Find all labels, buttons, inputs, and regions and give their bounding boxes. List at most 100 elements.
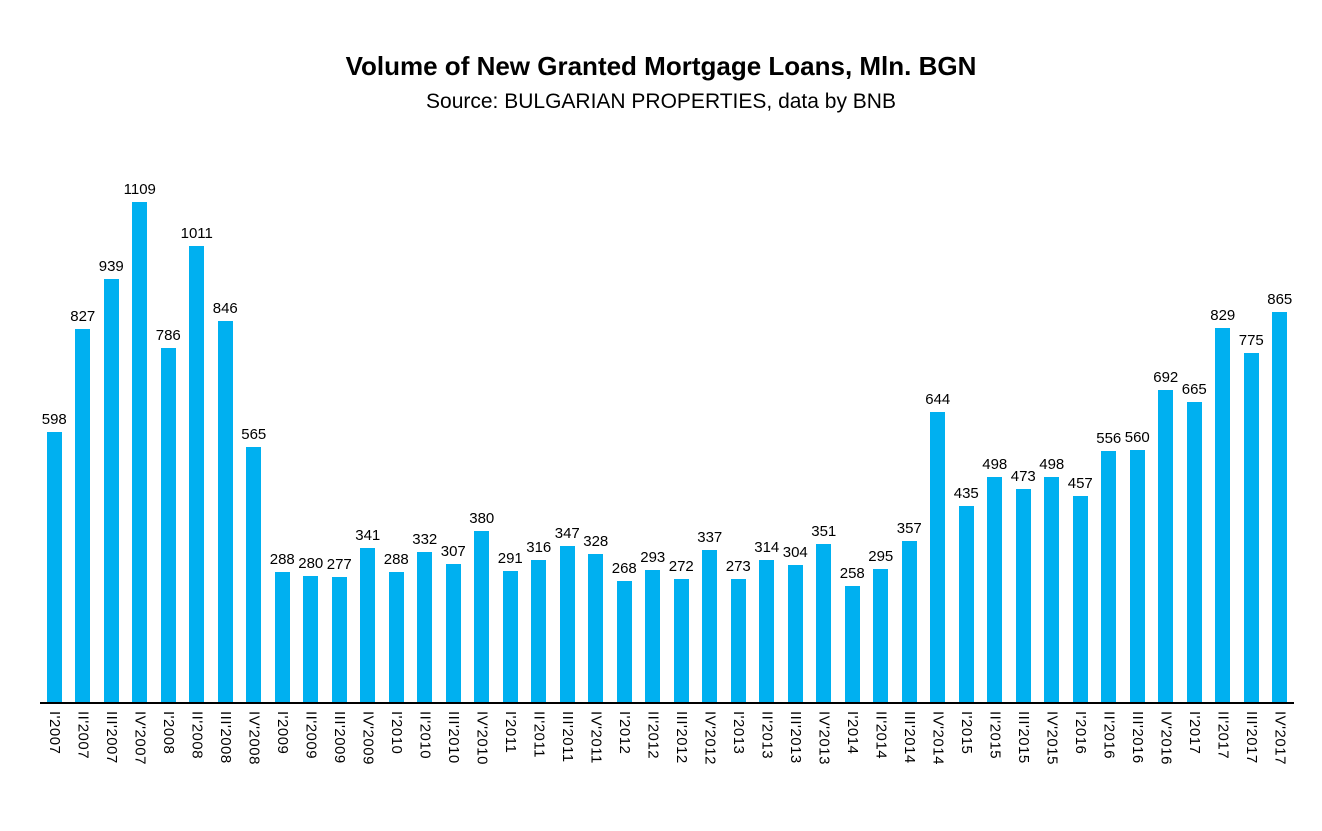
x-axis-tick: II'2013 xyxy=(753,704,782,765)
bar xyxy=(1243,352,1259,702)
x-axis-label: III'2013 xyxy=(786,711,804,764)
bar-value-label: 556 xyxy=(1096,430,1122,448)
x-axis-label: II'2017 xyxy=(1214,711,1232,760)
bar xyxy=(1272,312,1288,702)
x-axis-tick: II'2011 xyxy=(525,704,554,765)
bar xyxy=(1215,328,1231,702)
bar xyxy=(787,564,803,702)
x-axis-label: III'2009 xyxy=(330,711,348,764)
x-axis-label: III'2015 xyxy=(1014,711,1032,764)
bar xyxy=(274,572,290,702)
bar-group: 293 xyxy=(639,550,668,702)
bar xyxy=(645,569,661,702)
bar-value-label: 357 xyxy=(896,520,922,538)
bar-group: 337 xyxy=(696,530,725,702)
x-axis-tick: IV'2016 xyxy=(1152,704,1181,765)
x-axis-label: IV'2016 xyxy=(1157,711,1175,765)
x-axis-label: III'2011 xyxy=(558,711,576,763)
bar-value-label: 775 xyxy=(1238,331,1264,349)
bar-value-label: 498 xyxy=(1039,456,1065,474)
bar-value-label: 560 xyxy=(1124,428,1150,446)
x-axis-label: III'2012 xyxy=(672,711,690,764)
x-axis-label: I'2013 xyxy=(729,711,747,755)
x-axis-tick: III'2011 xyxy=(553,704,582,765)
bar-group: 307 xyxy=(439,544,468,702)
x-axis-label: III'2016 xyxy=(1128,711,1146,764)
x-axis-label: III'2017 xyxy=(1242,711,1260,764)
x-axis-labels: I'2007 II'2007 III'2007 IV'2007 I'2008 II'200… xyxy=(40,704,1294,765)
bar-group: 328 xyxy=(582,534,611,702)
bar-group: 827 xyxy=(69,309,98,702)
bar-value-label: 598 xyxy=(41,411,67,429)
bar-value-label: 380 xyxy=(469,509,495,527)
bar-group: 498 xyxy=(1038,457,1067,702)
bar xyxy=(360,548,376,702)
x-axis-tick: IV'2015 xyxy=(1038,704,1067,765)
bar xyxy=(930,411,946,702)
bar-group: 435 xyxy=(952,486,981,702)
x-axis-tick: II'2010 xyxy=(411,704,440,765)
bar xyxy=(901,541,917,702)
x-axis-tick: II'2012 xyxy=(639,704,668,765)
bar-value-label: 565 xyxy=(241,426,267,444)
x-axis-tick: IV'2011 xyxy=(582,704,611,765)
x-axis-tick: I'2015 xyxy=(952,704,981,765)
x-axis-label: I'2012 xyxy=(615,711,633,755)
bar-value-label: 295 xyxy=(868,548,894,565)
bar-group: 332 xyxy=(411,532,440,702)
x-axis-label: II'2010 xyxy=(416,711,434,760)
bar-group: 277 xyxy=(325,557,354,702)
bar xyxy=(189,246,205,702)
x-axis-label: II'2007 xyxy=(74,711,92,760)
x-axis-tick: III'2009 xyxy=(325,704,354,765)
bar-group: 498 xyxy=(981,457,1010,702)
bar-value-label: 307 xyxy=(440,542,466,560)
bar-value-label: 288 xyxy=(269,551,295,569)
x-axis-tick: II'2007 xyxy=(69,704,98,765)
bar-value-label: 829 xyxy=(1210,307,1236,325)
x-axis-tick: IV'2007 xyxy=(126,704,155,765)
bar xyxy=(1044,477,1060,702)
bar xyxy=(844,585,860,702)
x-axis-label: II'2014 xyxy=(872,711,890,760)
bar xyxy=(331,577,347,702)
x-axis-tick: III'2013 xyxy=(781,704,810,765)
bar-group: 341 xyxy=(354,528,383,702)
bar-group: 457 xyxy=(1066,476,1095,702)
x-axis-tick: II'2008 xyxy=(183,704,212,765)
x-axis-tick: IV'2009 xyxy=(354,704,383,765)
bar xyxy=(388,572,404,702)
bar-group: 357 xyxy=(895,521,924,702)
x-axis-tick: II'2015 xyxy=(981,704,1010,765)
x-axis-tick: II'2017 xyxy=(1209,704,1238,765)
bar xyxy=(1101,451,1117,702)
x-axis-tick: I'2016 xyxy=(1066,704,1095,765)
x-axis-label: I'2009 xyxy=(273,711,291,755)
bar-value-label: 258 xyxy=(839,564,865,582)
bar-group: 291 xyxy=(496,551,525,702)
x-axis-label: II'2011 xyxy=(530,711,548,758)
bar-value-label: 288 xyxy=(383,551,409,569)
bar-value-label: 291 xyxy=(497,549,523,567)
bar-group: 865 xyxy=(1266,292,1295,702)
bar-value-label: 337 xyxy=(697,529,723,547)
bar-value-label: 865 xyxy=(1267,291,1293,309)
bar xyxy=(958,505,974,702)
bar xyxy=(673,579,689,702)
bar xyxy=(46,432,62,702)
bar-value-label: 351 xyxy=(811,522,837,540)
x-axis-tick: I'2014 xyxy=(838,704,867,765)
x-axis-label: IV'2011 xyxy=(587,711,605,764)
bar xyxy=(873,569,889,702)
bar xyxy=(730,578,746,702)
bar-value-label: 827 xyxy=(70,308,96,326)
bar-group: 565 xyxy=(240,427,269,702)
x-axis-label: II'2016 xyxy=(1100,711,1118,760)
bar-value-label: 341 xyxy=(355,527,381,545)
bar xyxy=(702,550,718,702)
bar-group: 272 xyxy=(667,559,696,702)
bar-value-label: 272 xyxy=(668,558,694,576)
x-axis-label: I'2011 xyxy=(501,711,519,754)
x-axis-tick: IV'2013 xyxy=(810,704,839,765)
